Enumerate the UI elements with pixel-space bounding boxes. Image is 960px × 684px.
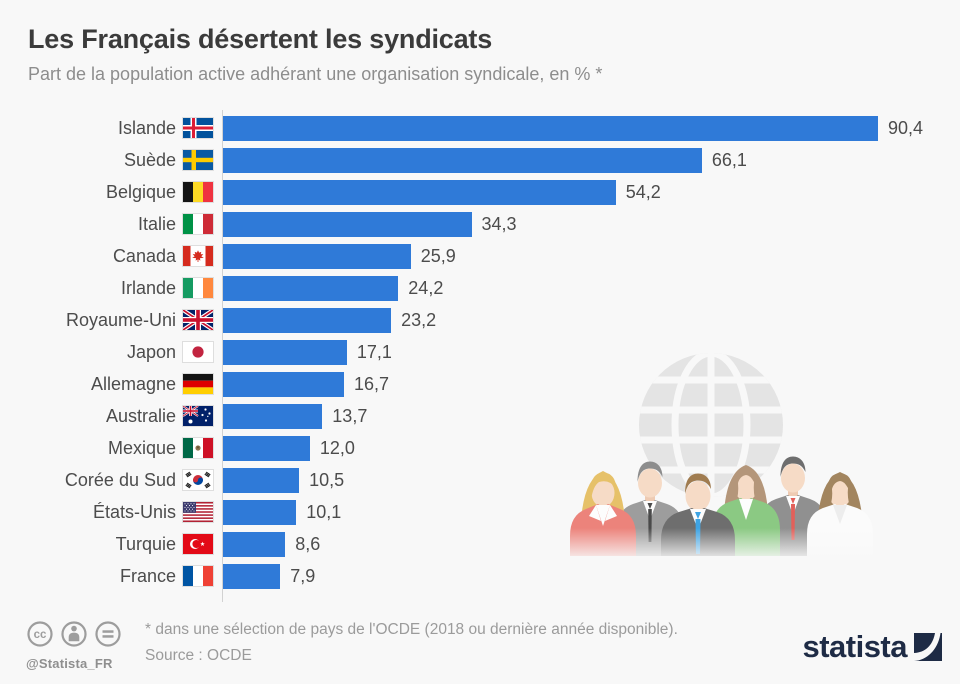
value-label: 10,5 <box>309 469 345 490</box>
chart-row-islande: Islande 90,4 <box>28 112 923 144</box>
country-label: Australie <box>105 405 176 426</box>
bar <box>223 115 878 141</box>
chart-row-japon: Japon 17,1 <box>28 336 923 368</box>
value-label: 34,3 <box>481 213 517 234</box>
country-label: Suède <box>123 149 176 170</box>
source: Source : OCDE <box>145 647 252 664</box>
value-label: 54,2 <box>625 181 661 202</box>
flag-ireland-icon <box>183 278 213 298</box>
chart-row-turquie: Turquie 8,6 <box>28 528 923 560</box>
country-label: Japon <box>126 341 176 362</box>
value-label: 17,1 <box>356 341 392 362</box>
value-label: 10,1 <box>306 501 342 522</box>
flag-united-kingdom-icon <box>183 310 213 330</box>
svg-text:cc: cc <box>34 629 47 641</box>
flag-united-states-icon <box>183 502 213 522</box>
flag-belgium-icon <box>183 182 213 202</box>
cc-license-icons: cc <box>27 621 121 647</box>
license-block: cc @Statista_FR <box>26 620 141 671</box>
chart-row-royaume-uni: Royaume-Uni 23,2 <box>28 304 923 336</box>
flag-australia-icon <box>183 406 213 426</box>
chart-row-irlande: Irlande 24,2 <box>28 272 923 304</box>
value-label: 23,2 <box>401 309 437 330</box>
value-label: 16,7 <box>354 373 390 394</box>
statista-logo: statista <box>802 629 942 665</box>
bar <box>223 499 297 525</box>
chart-row-canada: Canada 25,9 <box>28 240 923 272</box>
value-label: 7,9 <box>290 565 316 586</box>
flag-germany-icon <box>183 374 213 394</box>
value-label: 24,2 <box>408 277 444 298</box>
bar <box>223 467 300 493</box>
chart-row-etats-unis: États-Unis 10,1 <box>28 496 923 528</box>
bar <box>223 147 702 173</box>
country-label: Mexique <box>107 437 176 458</box>
flag-japan-icon <box>183 342 213 362</box>
chart-row-belgique: Belgique 54,2 <box>28 176 923 208</box>
cc-icon <box>27 621 53 647</box>
value-label: 90,4 <box>888 117 924 138</box>
statista-wordmark: statista <box>802 629 907 664</box>
footnote: * dans une sélection de pays de l'OCDE (… <box>145 621 678 638</box>
value-label: 8,6 <box>295 533 321 554</box>
header: Les Français désertent les syndicats Par… <box>28 24 928 85</box>
country-label: France <box>119 565 176 586</box>
value-label: 13,7 <box>332 405 368 426</box>
flag-canada-icon <box>183 246 213 266</box>
bar <box>223 435 310 461</box>
flag-iceland-icon <box>183 118 213 138</box>
bar <box>223 339 347 365</box>
country-label: Italie <box>137 213 176 234</box>
globe-people-illustration <box>553 353 953 582</box>
flag-italy-icon <box>183 214 213 234</box>
bar <box>223 275 399 301</box>
chart-row-italie: Italie 34,3 <box>28 208 923 240</box>
chart-row-france: France 7,9 <box>28 560 923 592</box>
flag-france-icon <box>183 566 213 586</box>
y-axis-line <box>222 110 223 602</box>
attribution-person-icon <box>61 621 87 647</box>
country-label: Canada <box>112 245 176 266</box>
globe-icon <box>639 353 783 497</box>
chart-row-suede: Suède 66,1 <box>28 144 923 176</box>
no-derivatives-equals-icon <box>95 621 121 647</box>
country-label: Islande <box>117 117 176 138</box>
value-label: 25,9 <box>420 245 456 266</box>
twitter-handle: @Statista_FR <box>26 656 113 671</box>
bar <box>223 563 281 589</box>
bar <box>223 403 323 429</box>
business-people-icon <box>553 456 953 582</box>
country-label: Turquie <box>115 533 176 554</box>
notes-block: * dans une sélection de pays de l'OCDE (… <box>145 621 678 665</box>
bar <box>223 531 286 557</box>
flag-sweden-icon <box>183 150 213 170</box>
flag-mexico-icon <box>183 438 213 458</box>
page-subtitle: Part de la population active adhérant un… <box>28 64 603 84</box>
country-label: Royaume-Uni <box>65 309 176 330</box>
bar <box>223 243 411 269</box>
page-title: Les Français désertent les syndicats <box>28 24 493 54</box>
bar <box>223 307 392 333</box>
chart-row-australie: Australie 13,7 <box>28 400 923 432</box>
country-label: États-Unis <box>92 501 176 522</box>
flag-turkey-icon <box>183 534 213 554</box>
country-label: Irlande <box>120 277 176 298</box>
value-label: 12,0 <box>319 437 355 458</box>
value-label: 66,1 <box>711 149 747 170</box>
statista-logo-mark <box>914 633 942 661</box>
country-label: Corée du Sud <box>64 469 176 490</box>
chart-row-mexique: Mexique 12,0 <box>28 432 923 464</box>
bar-chart: Islande 90,4 Suède 66,1 Belgique 54,2 It… <box>28 112 923 592</box>
flag-south-korea-icon <box>183 470 213 490</box>
chart-row-allemagne: Allemagne 16,7 <box>28 368 923 400</box>
bar <box>223 211 472 237</box>
bar <box>223 371 344 397</box>
chart-row-coree-du-sud: Corée du Sud 10,5 <box>28 464 923 496</box>
country-label: Belgique <box>105 181 176 202</box>
bar <box>223 179 616 205</box>
country-label: Allemagne <box>90 373 176 394</box>
